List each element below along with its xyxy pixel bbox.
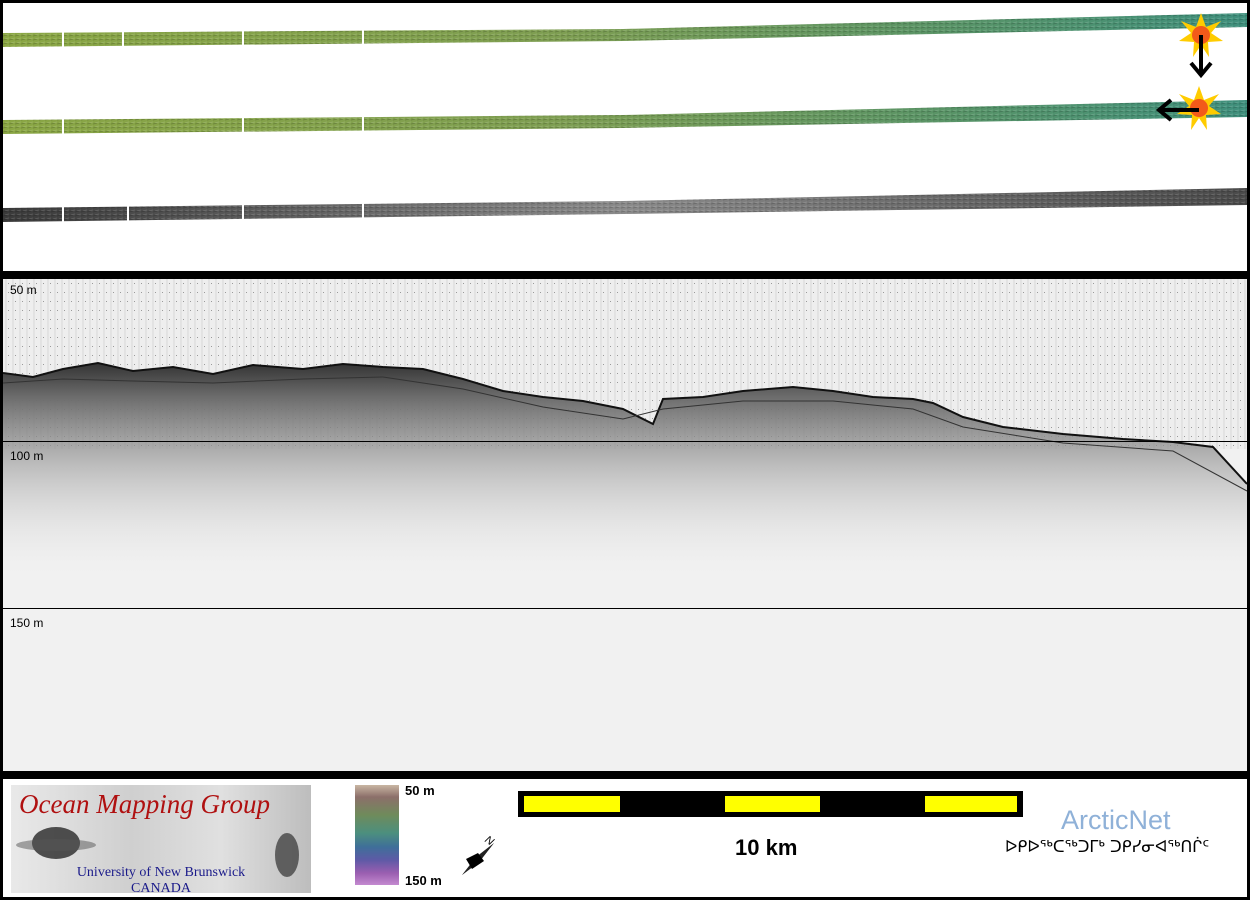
- swath-strips-panel: [3, 3, 1247, 271]
- strip-segment-gaps: [62, 29, 364, 224]
- north-arrow-icon: N: [462, 834, 496, 875]
- seabed-reflector: [3, 361, 1247, 485]
- north-label: N: [482, 834, 495, 848]
- subbottom-profile-panel: 50 m 100 m 150 m: [3, 279, 1247, 771]
- logo-country: CANADA: [131, 881, 191, 896]
- swath-strips: [3, 13, 1247, 224]
- colorbar-top-label: 50 m: [405, 783, 435, 798]
- arcticnet-inuktitut: ᐅᑭᐅᖅᑕᖅᑐᒥᒃ ᑐᑭᓯᓂᐊᖅᑎᒌᑦ: [1005, 837, 1210, 856]
- logo-title: Ocean Mapping Group: [19, 789, 270, 819]
- colorbar-bottom-label: 150 m: [405, 873, 442, 888]
- ocean-mapping-group-logo: Ocean Mapping Group University of New Br…: [11, 785, 311, 896]
- logo-university: University of New Brunswick: [76, 865, 246, 880]
- logo-graphic: [16, 827, 299, 877]
- arcticnet-logo: ArcticNet: [1061, 805, 1171, 835]
- left-arrow-icon: [1155, 98, 1199, 122]
- depth-gridline-100: [3, 441, 1247, 442]
- depth-colorbar: [355, 785, 399, 885]
- scale-bar-segment: [925, 796, 1017, 812]
- depth-label-50: 50 m: [10, 283, 37, 297]
- scale-bar-segment: [725, 796, 820, 812]
- depth-label-150: 150 m: [10, 616, 44, 630]
- scale-bar-label: 10 km: [735, 835, 798, 860]
- swath-strip-2-texture: [3, 100, 1247, 134]
- scale-bar: [518, 791, 1023, 817]
- depth-gridline-150: [3, 608, 1247, 609]
- scale-bar-segment: [524, 796, 620, 812]
- subbottom-reflector: [3, 376, 1247, 492]
- profile-echogram: [3, 279, 1247, 579]
- swath-strip-3-texture: [3, 188, 1247, 222]
- swath-strip-1-texture: [3, 13, 1247, 47]
- legend-panel: Ocean Mapping Group University of New Br…: [3, 779, 1247, 897]
- down-arrow-icon: [1189, 35, 1213, 79]
- depth-label-100: 100 m: [10, 449, 44, 463]
